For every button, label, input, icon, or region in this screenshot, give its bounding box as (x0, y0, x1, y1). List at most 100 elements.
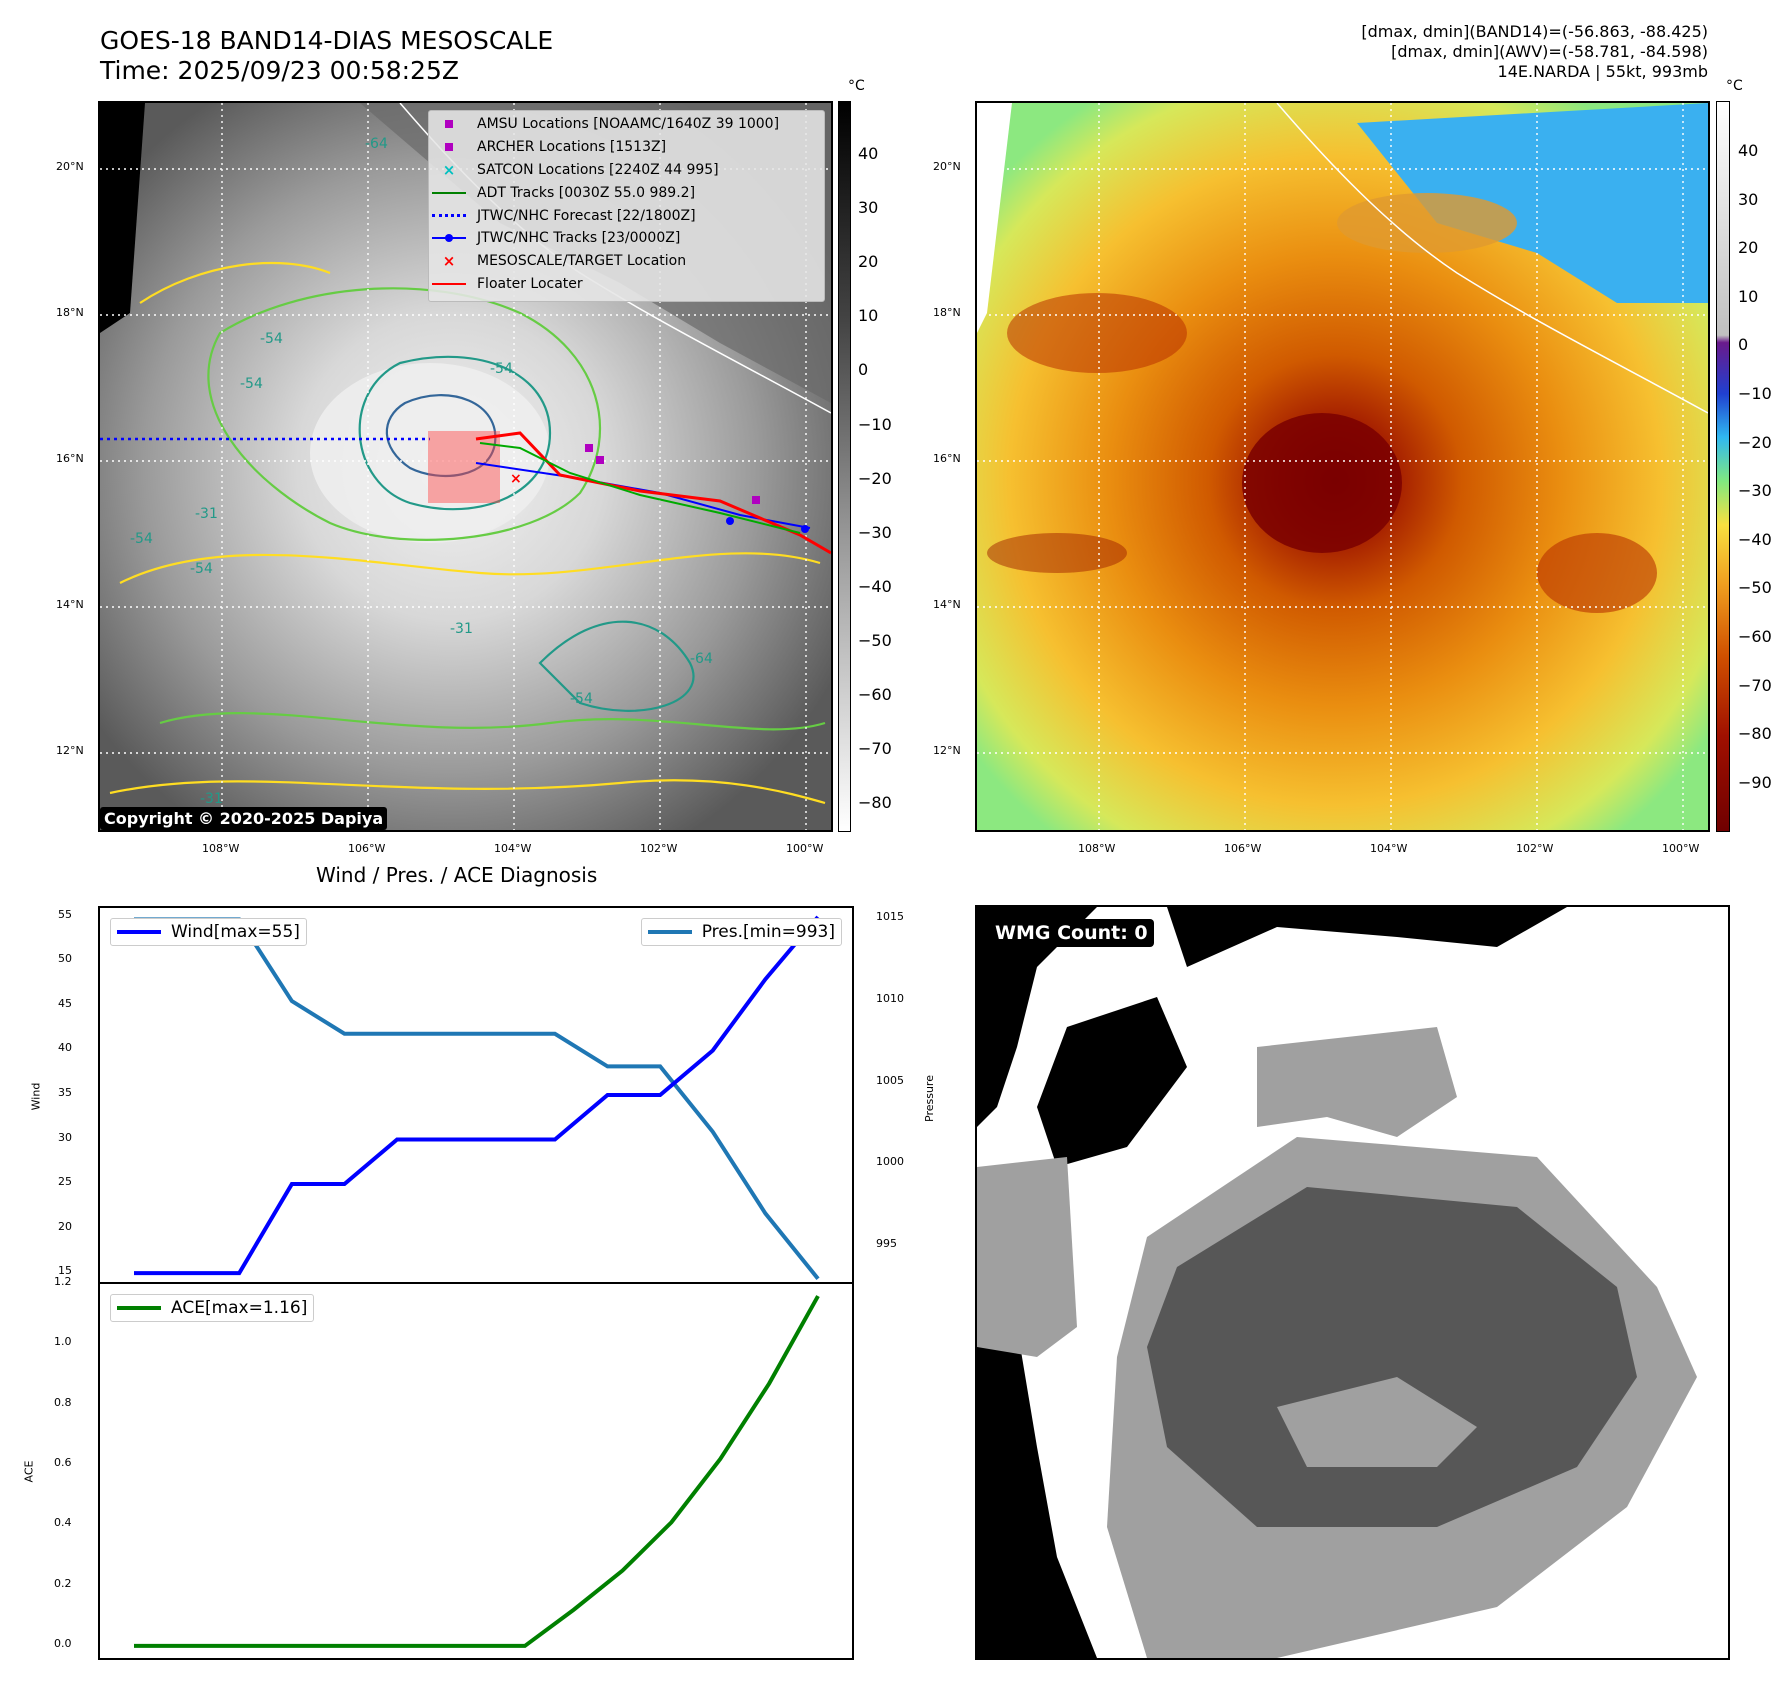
copyright-badge: Copyright © 2020-2025 Dapiya (100, 807, 388, 830)
lon-label: 108°W (202, 842, 240, 855)
colorbar-left (838, 101, 851, 832)
colorbar-left-unit: °C (848, 78, 865, 94)
legend-swatch: × (442, 160, 456, 179)
pressure-legend-label: Pres.[min=993] (701, 922, 835, 942)
colorbar-tick: −20 (1738, 432, 1772, 452)
convective-cell (1007, 293, 1187, 373)
ace-ytick: 1.0 (54, 1335, 72, 1349)
wind-legend-swatch (117, 930, 161, 934)
legend-label: MESOSCALE/TARGET Location (477, 253, 687, 270)
legend-label: ARCHER Locations [1513Z] (477, 139, 667, 156)
ace-series-line (134, 1295, 820, 1648)
lon-label: 106°W (1224, 842, 1262, 855)
lon-label: 104°W (1370, 842, 1408, 855)
wmg-svg (977, 907, 1697, 1658)
wmg-light-region (1277, 1377, 1477, 1467)
contour-label: -31 (195, 506, 218, 522)
info-storm: 14E.NARDA | 55kt, 993mb (1497, 62, 1708, 81)
legend-label: Floater Locater (477, 275, 583, 292)
colorbar-tick: 20 (858, 252, 879, 272)
lon-label: 106°W (348, 842, 386, 855)
ace-legend: ACE[max=1.16] (110, 1294, 315, 1322)
colorbar-tick: 30 (1738, 189, 1759, 209)
colorbar-tick: −80 (858, 793, 892, 813)
colorbar-tick: 40 (1738, 141, 1759, 160)
awv-color-map (975, 101, 1710, 832)
mesoscale-box (428, 431, 500, 503)
wind-pressure-plot: Wind[max=55] Pres.[min=993] (98, 906, 854, 1284)
legend-item: × SATCON Locations [2240Z 44 995] (429, 159, 824, 182)
colorbar-tick: −40 (1738, 529, 1772, 549)
ace-ytick: 0.6 (54, 1455, 72, 1469)
legend-item: × MESOSCALE/TARGET Location (429, 250, 824, 273)
contour-label: -64 (690, 651, 713, 667)
colorbar-tick: 30 (858, 198, 879, 218)
ace-ytick: 0.8 (54, 1395, 72, 1409)
chart-title: GOES-18 BAND14-DIAS MESOSCALE (100, 26, 554, 55)
wmg-dark-region (1147, 1187, 1637, 1527)
archer-marker (596, 456, 604, 464)
wind-legend: Wind[max=55] (110, 918, 307, 946)
legend-swatch (429, 208, 469, 224)
colorbar-tick: −60 (1738, 627, 1772, 646)
contour-label: -31 (450, 621, 473, 637)
pressure-ytick: 1000 (876, 1155, 904, 1169)
wmg-black-region (1167, 907, 1567, 967)
colorbar-tick: 40 (858, 144, 879, 163)
ace-ytick: 1.2 (54, 1275, 72, 1288)
colorbar-tick: −50 (1738, 578, 1772, 598)
contour-outer (207, 287, 602, 541)
coastline (1276, 103, 1708, 414)
colorbar-tick: −70 (858, 739, 892, 759)
contour-green-south (159, 712, 826, 731)
colorbar-tick: 0 (1738, 335, 1749, 355)
colorbar-tick: −30 (1738, 481, 1772, 501)
no-data-region (977, 103, 1012, 333)
lat-label: 16°N (56, 452, 84, 465)
lon-label: 104°W (494, 842, 532, 855)
lat-label: 18°N (56, 306, 84, 319)
pressure-series-line (134, 917, 820, 1280)
convective-cell (987, 533, 1127, 573)
target-marker: × (510, 471, 522, 487)
legend-swatch (429, 276, 469, 292)
legend-label: JTWC/NHC Forecast [22/1800Z] (477, 207, 696, 224)
wind-axis-label: Wind (29, 1082, 43, 1111)
contour-inner (385, 394, 497, 478)
ace-plot: ACE[max=1.16] (98, 1282, 854, 1660)
colorbar-right-unit: °C (1726, 78, 1743, 94)
contour-label: -31 (200, 791, 223, 807)
legend-item: JTWC/NHC Forecast [22/1800Z] (429, 204, 824, 227)
jtwc-point (726, 517, 734, 525)
colorbar-tick: −30 (858, 522, 892, 542)
legend-swatch: × (442, 252, 456, 271)
legend-label: SATCON Locations [2240Z 44 995] (477, 161, 719, 178)
legend-swatch (429, 139, 469, 155)
ir-grayscale-map: × -64 -54 -54 -54 -31 -54 -54 -31 -64 -5… (98, 101, 833, 832)
lat-label: 14°N (56, 598, 84, 611)
lon-label: 100°W (1662, 842, 1700, 855)
wmg-black-region (1037, 997, 1187, 1167)
contour-label: -54 (130, 531, 153, 547)
pressure-legend: Pres.[min=993] (640, 918, 842, 946)
wind-ytick: 55 (58, 907, 72, 921)
jtwc-point (801, 525, 809, 533)
legend-label: ADT Tracks [0030Z 55.0 989.2] (477, 184, 696, 201)
legend-item: AMSU Locations [NOAAMC/1640Z 39 1000] (429, 113, 824, 136)
contour-label: -64 (365, 136, 388, 152)
contour-label: -54 (490, 361, 513, 377)
wind-ytick: 20 (58, 1219, 72, 1233)
wmg-black-region (977, 907, 1097, 1127)
ace-legend-label: ACE[max=1.16] (171, 1298, 308, 1318)
cdo-cloud (310, 363, 550, 543)
wmg-count-badge: WMG Count: 0 (989, 919, 1154, 947)
storm-core (1242, 413, 1402, 553)
colorbar-tick: −80 (1738, 724, 1772, 744)
wmg-panel: WMG Count: 0 (975, 905, 1730, 1660)
pressure-ytick: 1015 (876, 910, 904, 924)
wind-ytick: 25 (58, 1175, 72, 1189)
pressure-axis-label: Pressure (922, 1075, 936, 1122)
lat-label: 18°N (933, 306, 961, 319)
contour-label: -54 (190, 561, 213, 577)
contour-yellow-north (139, 261, 331, 304)
